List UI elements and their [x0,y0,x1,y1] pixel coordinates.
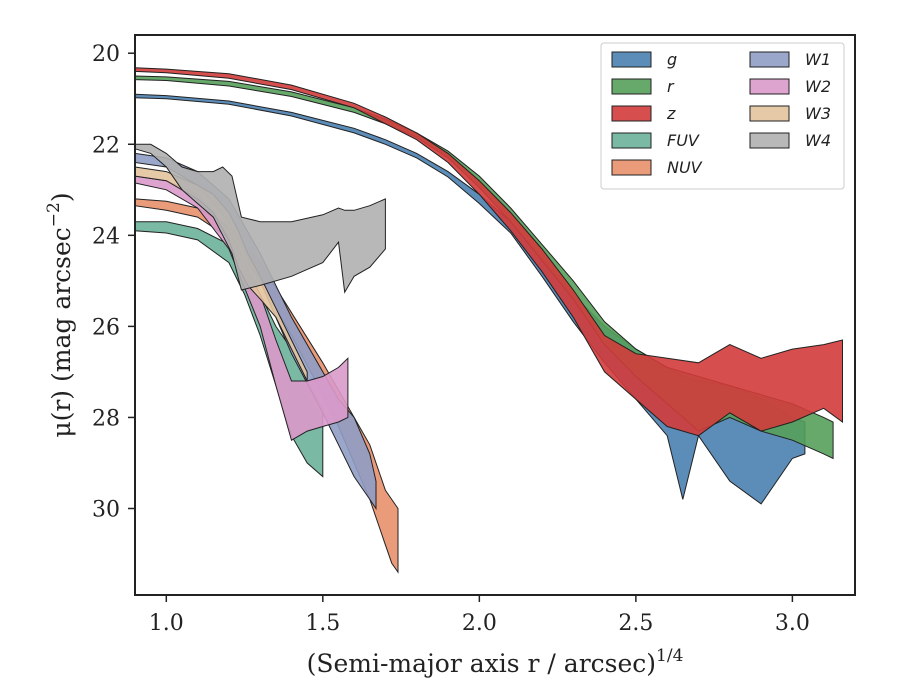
legend-label-fuv: FUV [667,131,700,150]
y-tick-label: 28 [92,406,120,431]
y-tick-label: 30 [92,497,120,522]
legend-swatch-z [611,105,652,122]
legend-label-w2: W2 [805,77,831,96]
legend-label-g: g [667,50,677,69]
legend-swatch-w1 [749,51,790,68]
y-tick-label: 24 [92,224,120,249]
legend-swatch-nuv [611,159,652,176]
y-tick-label: 20 [92,42,120,67]
legend-swatch-w3 [749,105,790,122]
legend-swatch-r [611,78,652,95]
legend: grz FUV NUV W1 W2 W3 W4 [600,42,845,190]
x-tick-label: 2.5 [618,611,653,636]
legend-swatch-g [611,51,652,68]
x-tick-label: 1.5 [305,611,340,636]
legend-label-z: z [666,104,676,123]
series-area-g [134,93,806,505]
y-axis-label-text: μ(r) (mag arcsec [47,227,76,437]
legend-swatch-fuv [611,132,652,149]
y-axis-label-power: −2 [44,202,64,227]
legend-label-r: r [667,77,675,96]
legend-swatch-w4 [749,132,790,149]
legend-swatch-w2 [749,78,790,95]
series-areas [134,67,843,574]
plot-frame [134,34,856,596]
x-tick-label: 1.0 [149,611,184,636]
legend-label-w1: W1 [805,50,831,69]
y-axis-label: μ(r) (mag arcsec−2) [44,192,76,437]
y-axis-label-close: ) [47,192,76,202]
x-axis-label: (Semi-major axis r / arcsec)1/4 [307,646,684,678]
y-tick-label: 26 [92,315,120,340]
legend-label-w4: W4 [805,131,831,150]
x-axis-label-power: 1/4 [656,646,683,666]
y-axis-ticks: 20 22 24 26 28 30 [92,42,135,522]
x-axis-label-text: (Semi-major axis r / arcsec) [307,649,656,678]
x-tick-label: 3.0 [775,611,810,636]
x-tick-label: 2.0 [462,611,497,636]
legend-label-nuv: NUV [667,158,703,177]
legend-label-w3: W3 [805,104,831,123]
y-tick-label: 22 [92,133,120,158]
x-axis-ticks: 1.0 1.5 2.0 2.5 3.0 [149,595,810,636]
series-area-z [134,67,843,437]
series-area-w4 [134,143,386,294]
